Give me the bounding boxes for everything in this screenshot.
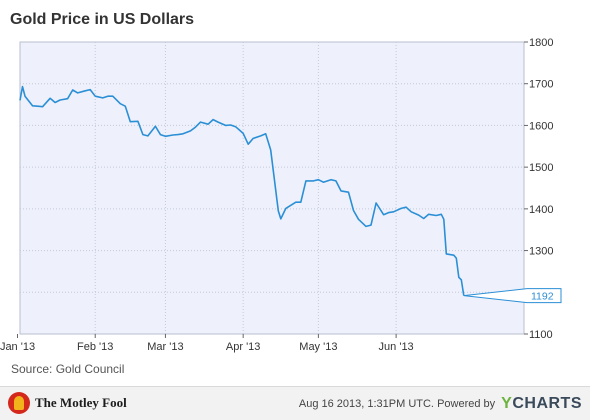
footer-credits: Aug 16 2013, 1:31PM UTC. Powered by YCHA… (299, 395, 582, 413)
x-tick-label: Jun '13 (379, 341, 414, 353)
chart-title: Gold Price in US Dollars (10, 11, 195, 28)
last-value-box (463, 288, 562, 304)
x-axis: Jan '13 Feb '13 Mar '13 Apr '13 May '13 Jun '… (0, 334, 414, 353)
x-tick-label: Apr '13 (226, 341, 261, 353)
y-tick-label: 1100 (529, 329, 553, 341)
y-tick-label: 1700 (529, 79, 553, 91)
y-tick-label: 1400 (529, 204, 553, 216)
brand: The Motley Fool (8, 392, 127, 414)
ycharts-logo: YCHARTS (501, 395, 582, 413)
footer-bar: The Motley Fool Aug 16 2013, 1:31PM UTC.… (0, 386, 590, 420)
y-axis: 11001200130014001500160017001800 (524, 37, 553, 341)
x-tick-label: Jan '13 (0, 341, 35, 353)
jester-hat-icon (8, 392, 30, 414)
source-note: Source: Gold Council (11, 362, 125, 376)
last-value-callout: 1192 (463, 288, 562, 304)
y-tick-label: 1500 (529, 162, 553, 174)
y-tick-label: 1600 (529, 120, 553, 132)
ycharts-logo-y: Y (501, 395, 513, 412)
series-line-gold-price (19, 85, 465, 296)
plot-background (19, 41, 525, 335)
grid-lines (20, 42, 524, 334)
chart-area: 11001200130014001500160017001800 Jan '13… (0, 37, 562, 353)
last-value-label: 1192 (531, 291, 554, 303)
x-tick-label: Feb '13 (77, 341, 113, 353)
ycharts-logo-text: CHARTS (512, 395, 582, 412)
y-tick-label: 1300 (529, 246, 553, 258)
x-tick-label: Mar '13 (147, 341, 183, 353)
powered-by-label: Powered by (437, 398, 496, 410)
timestamp: Aug 16 2013, 1:31PM UTC. (298, 398, 434, 410)
x-tick-label: May '13 (299, 341, 337, 353)
y-tick-label: 1800 (529, 37, 553, 49)
brand-name: The Motley Fool (35, 395, 127, 410)
